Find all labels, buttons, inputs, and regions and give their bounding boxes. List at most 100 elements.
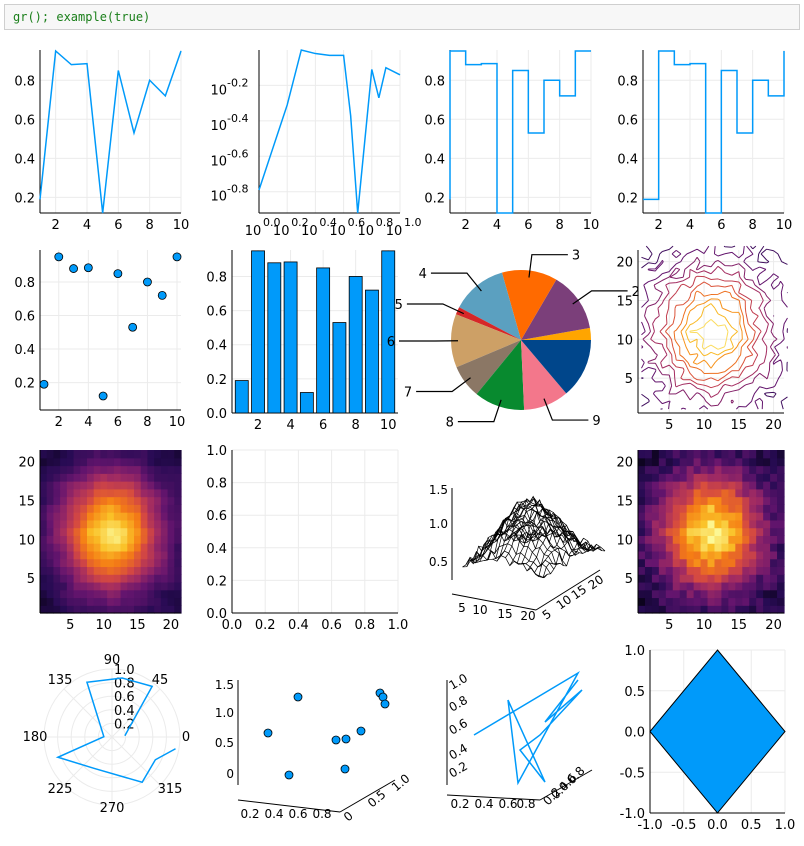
x-tick-label: 1.0 — [775, 818, 796, 833]
heatmap-cell — [756, 488, 764, 498]
heatmap-cell — [80, 504, 88, 513]
heatmap-cell — [53, 512, 61, 521]
heatmap-cell — [693, 519, 702, 529]
heatmap-cell — [107, 543, 115, 552]
heatmap-cell — [147, 543, 155, 552]
heatmap-cell — [693, 574, 702, 583]
heatmap-cell — [672, 512, 681, 521]
heatmap-cell — [735, 519, 743, 529]
heatmap-cell — [644, 465, 653, 474]
series-line — [449, 50, 591, 214]
angle-label: 135 — [48, 673, 73, 688]
pie-slice-label: 8 — [446, 416, 454, 431]
pie-slice-label: 6 — [387, 335, 395, 350]
heatmap-cell — [113, 550, 122, 560]
heatmap-cell — [127, 481, 135, 490]
angle-label: 0 — [182, 730, 190, 745]
heatmap-cell — [770, 457, 778, 467]
heatmap-cell — [742, 473, 750, 482]
x-tick-label: 8 — [556, 218, 564, 233]
heatmap-cell — [763, 504, 771, 513]
heatmap-cell — [679, 566, 688, 575]
wireframe-line — [539, 544, 601, 579]
heatmap-cell — [127, 504, 135, 513]
heatmap-cell — [73, 550, 81, 560]
heatmap-cell — [770, 504, 778, 513]
heatmap-cell — [134, 558, 142, 568]
heatmap-cell — [763, 473, 771, 482]
heatmap-cell — [638, 550, 646, 560]
heatmap-cell — [87, 550, 95, 560]
heatmap-cell — [770, 566, 778, 575]
heatmap-cell — [679, 535, 688, 544]
heatmap-cell — [742, 574, 750, 583]
heatmap-cell — [174, 457, 182, 467]
heatmap-cell — [749, 527, 757, 536]
heatmap-cell — [154, 589, 162, 599]
heatmap-cell — [87, 589, 95, 599]
x-tick-label: 10 — [169, 415, 186, 430]
heatmap-cell — [644, 535, 653, 544]
heatmap-cell — [707, 527, 716, 536]
heatmap-cell — [140, 566, 149, 575]
heatmap-cell — [679, 527, 688, 536]
heatmap-cell — [749, 589, 757, 599]
heatmap-cell — [73, 457, 81, 467]
heatmap-cell — [40, 574, 48, 583]
heatmap-cell — [134, 504, 142, 513]
heatmap-cell — [120, 550, 128, 560]
heatmap-cell — [728, 543, 736, 552]
heatmap-cell — [174, 581, 182, 591]
heatmap-cell — [66, 605, 75, 614]
heatmap-cell — [167, 527, 175, 536]
x-tick-exponent: 0.6 — [348, 216, 366, 229]
heatmap-cell — [127, 519, 135, 529]
heatmap-cell — [113, 488, 122, 498]
pie-slice — [521, 279, 590, 340]
heatmap-cell — [66, 543, 75, 552]
heatmap-cell — [644, 488, 653, 498]
heatmap-cell — [658, 566, 667, 575]
heatmap-cell — [120, 473, 128, 482]
code-cell[interactable]: gr(); example(true) — [4, 4, 800, 30]
x-tick-label: 6 — [319, 418, 327, 433]
heatmap-cell — [756, 512, 764, 521]
heatmap-cell — [728, 605, 736, 614]
series-line — [643, 50, 785, 214]
heatmap-cell — [160, 481, 169, 490]
heatmap-cell — [100, 597, 108, 606]
heatmap-cell — [707, 473, 716, 482]
heatmap-cell — [638, 566, 646, 575]
pie-slice-label: 5 — [395, 298, 403, 313]
wireframe-line — [513, 506, 576, 564]
y-tick-exponent: -0.4 — [227, 112, 248, 125]
bar — [251, 250, 265, 414]
heatmap-cell — [100, 465, 108, 474]
heatmap-cell — [638, 527, 646, 536]
x-axis — [451, 593, 537, 611]
heatmap-cell — [120, 527, 128, 536]
heatmap-cell — [749, 581, 757, 591]
heatmap-cell — [154, 496, 162, 505]
heatmap-cell — [60, 519, 68, 529]
heatmap-cell — [53, 589, 61, 599]
heatmap-cell — [147, 504, 155, 513]
heatmap-cell — [679, 488, 688, 498]
heatmap-cell — [154, 543, 162, 552]
wireframe-line — [535, 541, 597, 578]
heatmap-cell — [46, 550, 55, 560]
y-tick-label: 20 — [18, 456, 35, 471]
heatmap-cell — [693, 496, 702, 505]
heatmap-cell — [735, 558, 743, 568]
heatmap-cell — [707, 543, 716, 552]
heatmap-cell — [644, 481, 653, 490]
heatmap-cell — [154, 558, 162, 568]
heatmap-cell — [127, 465, 135, 474]
heatmap-cell — [73, 558, 81, 568]
heatmap-cell — [749, 558, 757, 568]
heatmap-cell — [644, 566, 653, 575]
heatmap-cell — [679, 597, 688, 606]
y-tick-label: 10 — [616, 333, 633, 348]
heatmap-cell — [770, 558, 778, 568]
